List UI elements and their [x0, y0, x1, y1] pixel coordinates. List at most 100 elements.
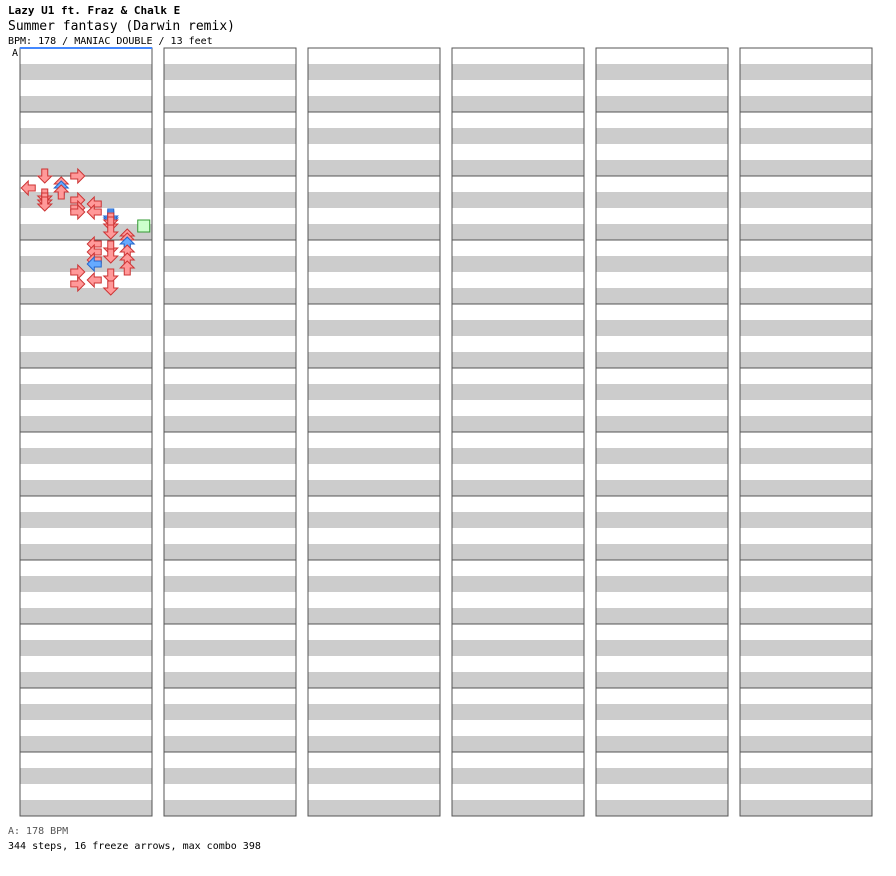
beat-stripe: [20, 448, 152, 464]
beat-stripe: [308, 576, 440, 592]
beat-stripe: [308, 288, 440, 304]
beat-stripe: [164, 192, 296, 208]
chart-meta: BPM: 178 / MANIAC DOUBLE / 13 feet: [8, 36, 213, 47]
step-arrow: [102, 268, 119, 284]
beat-stripe: [308, 608, 440, 624]
beat-stripe: [452, 128, 584, 144]
beat-stripe: [740, 128, 872, 144]
beat-stripe: [596, 416, 728, 432]
beat-stripe: [596, 640, 728, 656]
beat-stripe: [596, 288, 728, 304]
beat-stripe: [308, 64, 440, 80]
column-border: [595, 47, 729, 817]
beat-stripe: [452, 256, 584, 272]
beat-stripe: [452, 64, 584, 80]
beat-stripe: [164, 768, 296, 784]
beat-stripe: [452, 160, 584, 176]
column-border: [451, 47, 585, 817]
beat-stripe: [452, 416, 584, 432]
beat-stripe: [740, 96, 872, 112]
step-arrow: [119, 260, 136, 276]
beat-stripe: [20, 640, 152, 656]
beat-stripe: [164, 256, 296, 272]
bpm-marker: A: [12, 48, 19, 59]
song-title: Summer fantasy (Darwin remix): [8, 19, 235, 34]
beat-stripe: [164, 384, 296, 400]
beat-stripe: [164, 608, 296, 624]
beat-stripe: [308, 480, 440, 496]
beat-stripe: [452, 736, 584, 752]
beat-stripe: [740, 672, 872, 688]
beat-stripe: [20, 480, 152, 496]
beat-stripe: [596, 224, 728, 240]
beat-stripe: [20, 608, 152, 624]
beat-stripe: [596, 608, 728, 624]
beat-stripe: [452, 352, 584, 368]
artist-name: Lazy U1 ft. Fraz & Chalk E: [8, 4, 181, 17]
beat-stripe: [596, 384, 728, 400]
beat-stripe: [596, 96, 728, 112]
beat-stripe: [308, 320, 440, 336]
beat-stripe: [452, 704, 584, 720]
beat-stripe: [20, 512, 152, 528]
beat-stripe: [164, 512, 296, 528]
beat-stripe: [740, 576, 872, 592]
beat-stripe: [740, 448, 872, 464]
beat-stripe: [308, 256, 440, 272]
beat-stripe: [164, 704, 296, 720]
beat-stripe: [308, 800, 440, 816]
beat-stripe: [164, 640, 296, 656]
step-arrow: [86, 203, 102, 221]
beat-stripe: [308, 544, 440, 560]
beat-stripe: [164, 352, 296, 368]
beat-stripe: [308, 512, 440, 528]
beat-stripe: [452, 800, 584, 816]
beat-stripe: [20, 736, 152, 752]
beat-stripe: [452, 224, 584, 240]
beat-stripe: [596, 480, 728, 496]
beat-stripe: [740, 608, 872, 624]
beat-stripe: [164, 288, 296, 304]
beat-stripe: [452, 288, 584, 304]
step-arrow: [70, 167, 86, 185]
beat-stripe: [164, 544, 296, 560]
beat-stripe: [20, 704, 152, 720]
beat-stripe: [740, 320, 872, 336]
beat-stripe: [740, 544, 872, 560]
beat-stripe: [596, 128, 728, 144]
beat-stripe: [20, 256, 152, 272]
beat-stripe: [164, 576, 296, 592]
beat-stripe: [308, 96, 440, 112]
beat-stripe: [164, 160, 296, 176]
beat-stripe: [452, 96, 584, 112]
beat-stripe: [596, 672, 728, 688]
beat-stripe: [20, 800, 152, 816]
beat-stripe: [308, 128, 440, 144]
beat-stripe: [740, 160, 872, 176]
beat-stripe: [308, 448, 440, 464]
beat-stripe: [164, 224, 296, 240]
beat-stripe: [308, 224, 440, 240]
beat-stripe: [596, 192, 728, 208]
beat-stripe: [740, 736, 872, 752]
step-stats: 344 steps, 16 freeze arrows, max combo 3…: [8, 841, 261, 852]
beat-stripe: [740, 384, 872, 400]
beat-stripe: [596, 64, 728, 80]
beat-stripe: [452, 672, 584, 688]
step-arrow: [86, 271, 102, 289]
beat-stripe: [164, 320, 296, 336]
beat-stripe: [740, 800, 872, 816]
beat-stripe: [20, 352, 152, 368]
beat-stripe: [308, 384, 440, 400]
freeze-arrow: [137, 219, 151, 233]
beat-stripe: [740, 256, 872, 272]
step-arrow: [70, 203, 86, 221]
beat-stripe: [740, 64, 872, 80]
beat-stripe: [20, 768, 152, 784]
step-arrow: [102, 280, 119, 296]
step-arrow: [53, 184, 70, 200]
beat-stripe: [740, 768, 872, 784]
beat-stripe: [596, 576, 728, 592]
beat-stripe: [740, 288, 872, 304]
beat-stripe: [452, 544, 584, 560]
